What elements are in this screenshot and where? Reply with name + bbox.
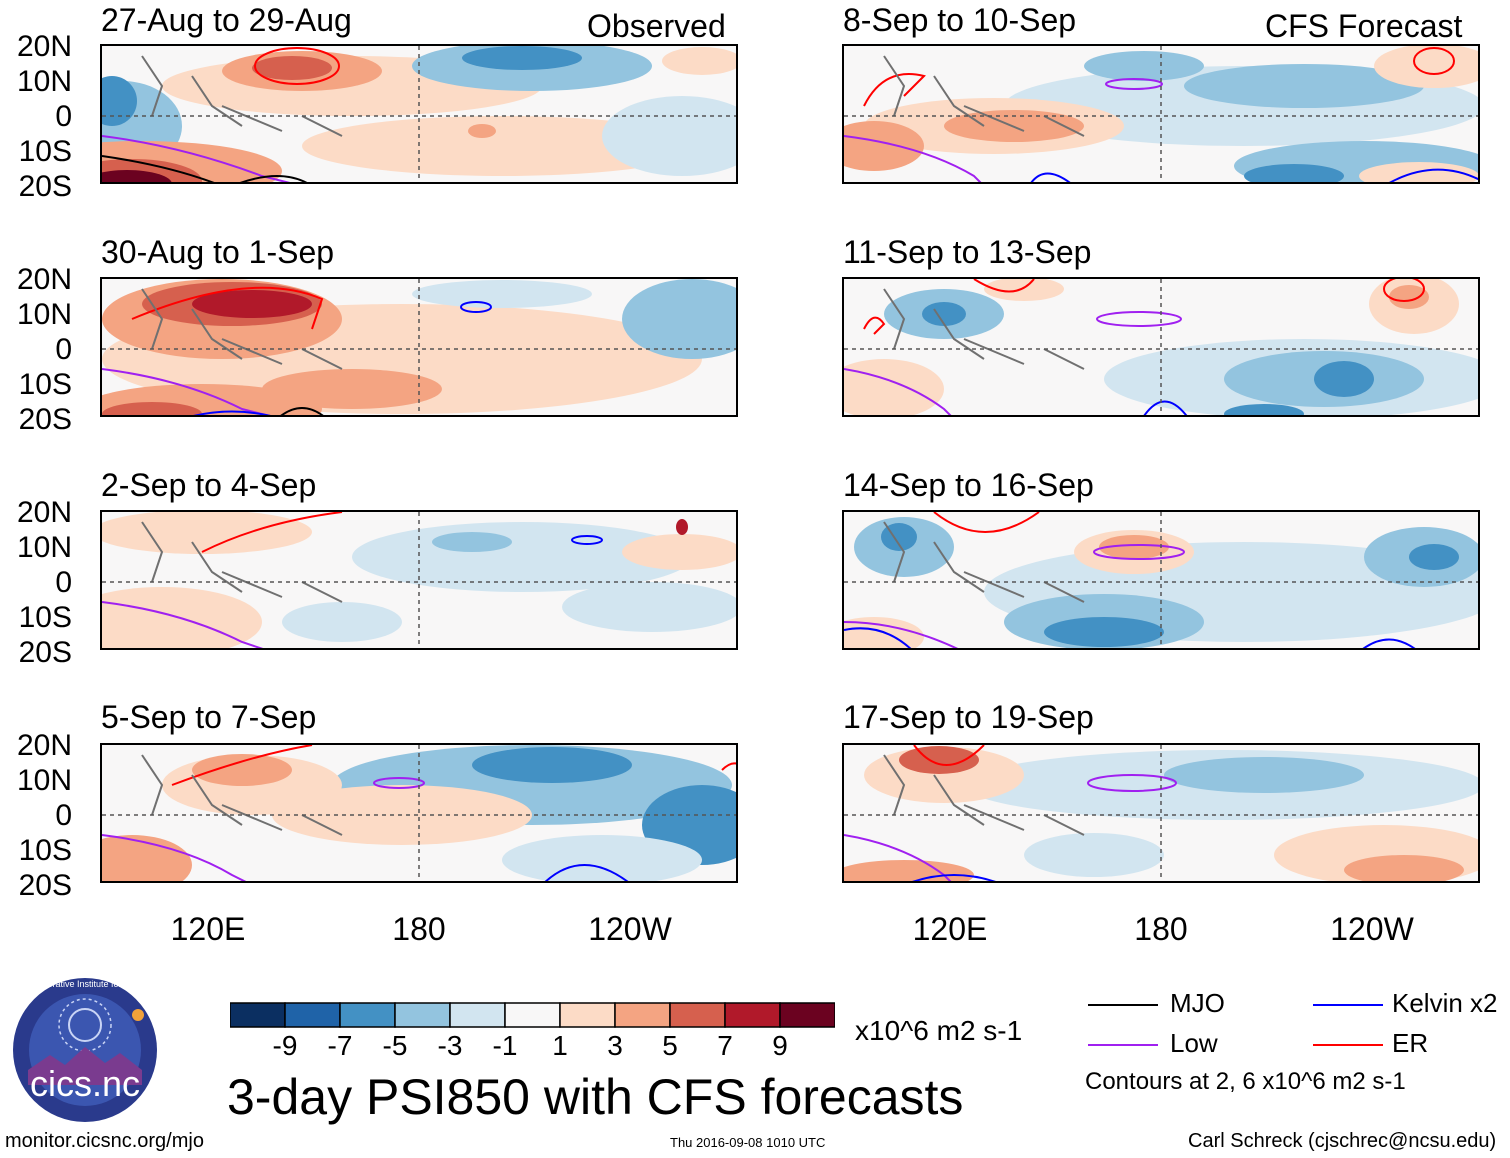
panel-title-left-4: 5-Sep to 7-Sep <box>101 699 317 735</box>
colorbar-tick-label: 5 <box>662 1030 678 1061</box>
map-panel-left-2 <box>100 277 738 417</box>
colorbar-tick-label: 1 <box>552 1030 568 1061</box>
colorbar-swatch <box>449 1002 506 1028</box>
colorbar-tick-label: -5 <box>382 1030 408 1061</box>
legend-swatch-kelvin <box>1313 1004 1383 1006</box>
panel-title-left-3: 2-Sep to 4-Sep <box>101 467 317 503</box>
panel-title-left-2: 30-Aug to 1-Sep <box>101 234 335 270</box>
panel-title-left-1: 27-Aug to 29-Aug <box>101 2 352 38</box>
lat-label: 10S <box>18 368 72 401</box>
lat-label: 10N <box>16 764 72 797</box>
legend-note: Contours at 2, 6 x10^6 m2 s-1 <box>1085 1068 1406 1095</box>
lat-label: 20S <box>18 403 72 436</box>
colorbar-tick-label: 9 <box>772 1030 788 1061</box>
lat-label: 0 <box>55 100 72 133</box>
lat-label: 10N <box>16 65 72 98</box>
lat-label: 20N <box>16 30 72 63</box>
colorbar-svg <box>229 1002 836 1028</box>
lat-label: 20N <box>16 263 72 296</box>
lat-label: 0 <box>55 566 72 599</box>
legend-label-mjo: MJO <box>1170 988 1225 1018</box>
colorbar-swatch <box>614 1002 671 1028</box>
colorbar-tick-label: 3 <box>607 1030 623 1061</box>
logo-text: cics.nc <box>30 1063 141 1104</box>
lat-label: 20N <box>16 729 72 762</box>
lat-label: 10N <box>16 531 72 564</box>
colorbar-swatch <box>724 1002 781 1028</box>
lat-label: 20S <box>18 170 72 203</box>
panel-title-right-1: 8-Sep to 10-Sep <box>843 2 1077 38</box>
panel-title-right-2: 11-Sep to 13-Sep <box>843 234 1092 270</box>
lat-label: 10S <box>18 601 72 634</box>
map-panel-left-3 <box>100 510 738 650</box>
colorbar-ticks: -9 -7 -5 -3 -1 1 3 5 7 9 <box>230 1030 835 1064</box>
legend-label-low: Low <box>1170 1028 1218 1058</box>
lon-label-right: 180 <box>1134 911 1188 947</box>
footer-url[interactable]: monitor.cicsnc.org/mjo <box>5 1130 204 1152</box>
legend-label-kelvin: Kelvin x2 <box>1392 988 1498 1018</box>
lon-label-right: 120W <box>1330 911 1414 947</box>
footer-author: Carl Schreck (cjschrec@ncsu.edu) <box>1188 1130 1497 1152</box>
map-panel-right-4 <box>842 743 1480 883</box>
lat-label: 20S <box>18 636 72 669</box>
map-panel-right-3 <box>842 510 1480 650</box>
legend-swatch-er <box>1313 1044 1383 1046</box>
lat-label: 20N <box>16 496 72 529</box>
legend-swatch-low <box>1088 1044 1158 1046</box>
panel-title-right-3: 14-Sep to 16-Sep <box>843 467 1094 503</box>
colorbar-swatch <box>229 1002 286 1028</box>
colorbar-swatch <box>284 1002 341 1028</box>
map-panel-left-1 <box>100 44 738 184</box>
colorbar-swatch <box>504 1002 561 1028</box>
colorbar-tick-label: -1 <box>492 1030 518 1061</box>
colorbar-swatch <box>559 1002 616 1028</box>
logo-ring-text: Cooperative Institute for Climate and Sa… <box>26 979 146 989</box>
lat-label: 10S <box>18 135 72 168</box>
panel-title-right-4: 17-Sep to 19-Sep <box>843 699 1094 735</box>
colorbar-swatch <box>779 1002 836 1028</box>
legend-swatch-mjo <box>1088 1004 1158 1006</box>
forecast-label: CFS Forecast <box>1265 8 1463 44</box>
lat-label: 0 <box>55 333 72 366</box>
colorbar-tick-label: -7 <box>327 1030 353 1061</box>
lon-label-left: 120W <box>588 911 672 947</box>
lon-label-right: 120E <box>912 911 988 947</box>
lat-label: 10N <box>16 298 72 331</box>
lat-label: 20S <box>18 869 72 902</box>
cics-logo: cics.nc Cooperative Institute for Climat… <box>10 975 160 1125</box>
lon-label-left: 180 <box>392 911 446 947</box>
colorbar-swatch <box>394 1002 451 1028</box>
colorbar-swatch <box>339 1002 396 1028</box>
legend-label-er: ER <box>1392 1028 1429 1058</box>
colorbar-tick-label: 7 <box>717 1030 733 1061</box>
map-panel-right-1 <box>842 44 1480 184</box>
observed-label: Observed <box>587 8 726 44</box>
lat-label: 10S <box>18 834 72 867</box>
footer-timestamp: Thu 2016-09-08 1010 UTC <box>670 1135 826 1150</box>
colorbar-swatch <box>669 1002 726 1028</box>
map-panel-left-4 <box>100 743 738 883</box>
main-title: 3-day PSI850 with CFS forecasts <box>227 1069 964 1125</box>
colorbar-tick-label: -9 <box>272 1030 298 1061</box>
lon-label-left: 120E <box>170 911 246 947</box>
colorbar-units: x10^6 m2 s-1 <box>855 1015 1023 1046</box>
colorbar <box>229 1002 836 1033</box>
colorbar-tick-label: -3 <box>437 1030 463 1061</box>
lat-label: 0 <box>55 799 72 832</box>
map-panel-right-2 <box>842 277 1480 417</box>
